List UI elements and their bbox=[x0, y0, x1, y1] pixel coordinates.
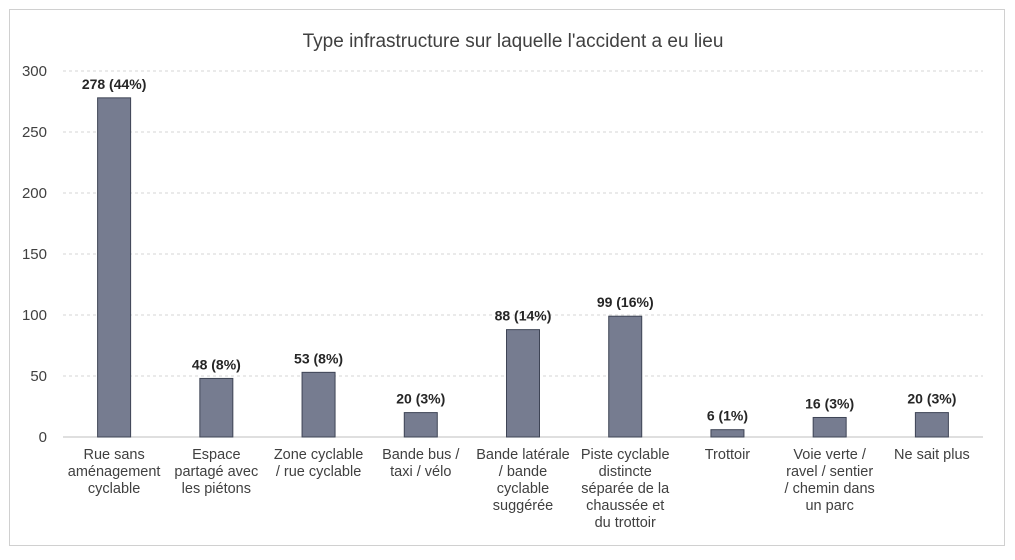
bar bbox=[199, 377, 234, 438]
x-tick-label-line: suggérée bbox=[493, 498, 553, 514]
y-tick-label: 50 bbox=[30, 368, 47, 385]
x-tick-label: Piste cyclable distincte séparée de la chau… bbox=[581, 447, 670, 531]
bar bbox=[97, 97, 132, 438]
bar bbox=[812, 416, 847, 438]
x-tick-label-line: / rue cyclable bbox=[276, 464, 361, 480]
x-tick-label-line: partagé avec bbox=[174, 464, 258, 480]
x-tick-label-line: cyclable bbox=[88, 481, 140, 497]
x-tick-label-line: Bande latérale bbox=[476, 447, 570, 463]
bar bbox=[506, 329, 540, 438]
x-tick-label-line: Piste cyclable bbox=[581, 447, 670, 463]
y-tick-label: 100 bbox=[22, 307, 47, 324]
x-tick-label-line: / chemin dans bbox=[785, 481, 875, 497]
x-tick-label-line: Espace bbox=[192, 447, 240, 463]
bar bbox=[403, 412, 438, 438]
x-tick-label-line: taxi / vélo bbox=[390, 464, 451, 480]
chart-frame: Type infrastructure sur laquelle l'accid… bbox=[9, 9, 1005, 546]
bar bbox=[608, 315, 643, 438]
y-tick-label: 250 bbox=[22, 124, 47, 141]
x-tick-label: Voie verte / ravel / sentier / chemin dans… bbox=[785, 447, 875, 514]
x-tick-label-line: du trottoir bbox=[595, 515, 656, 531]
data-label: 88 (14%) bbox=[495, 308, 552, 324]
x-tick-label-line: ravel / sentier bbox=[786, 464, 873, 480]
data-label: 20 (3%) bbox=[907, 391, 956, 407]
x-tick-label: Bande bus / taxi / vélo bbox=[382, 447, 460, 480]
data-label: 48 (8%) bbox=[192, 356, 241, 372]
y-tick-label: 0 bbox=[39, 429, 47, 446]
x-tick-label-line: / bande bbox=[499, 464, 547, 480]
y-tick-label: 200 bbox=[22, 185, 47, 202]
y-tick-label: 300 bbox=[22, 63, 47, 80]
bar bbox=[301, 371, 336, 438]
x-tick-label-line: un parc bbox=[805, 498, 853, 514]
bar bbox=[914, 412, 949, 438]
x-tick-label-line: Trottoir bbox=[705, 447, 751, 463]
x-tick-label-line: cyclable bbox=[497, 481, 549, 497]
bar bbox=[710, 429, 745, 438]
data-label: 6 (1%) bbox=[707, 408, 748, 424]
data-label: 53 (8%) bbox=[294, 350, 343, 366]
data-label: 16 (3%) bbox=[805, 395, 854, 411]
chart-title: Type infrastructure sur laquelle l'accid… bbox=[303, 31, 724, 52]
x-tick-label: Bande latérale / bande cyclable suggérée bbox=[476, 447, 570, 514]
x-tick-label-line: séparée de la bbox=[581, 481, 670, 497]
y-tick-label: 150 bbox=[22, 246, 47, 263]
x-tick-label: Trottoir bbox=[705, 447, 751, 463]
x-tick-label-line: Bande bus / bbox=[382, 447, 460, 463]
x-tick-label: Rue sans aménagement cyclable bbox=[68, 447, 161, 497]
x-tick-label: Ne sait plus bbox=[894, 447, 970, 463]
x-tick-label-line: aménagement bbox=[68, 464, 161, 480]
x-tick-label-line: les piétons bbox=[182, 481, 251, 497]
x-tick-label-line: Voie verte / bbox=[793, 447, 867, 463]
data-label: 20 (3%) bbox=[396, 391, 445, 407]
x-tick-label: Zone cyclable / rue cyclable bbox=[274, 447, 363, 480]
data-label: 278 (44%) bbox=[82, 76, 147, 92]
x-tick-label-line: Zone cyclable bbox=[274, 447, 363, 463]
x-tick-label-line: Ne sait plus bbox=[894, 447, 970, 463]
bar-chart: Type infrastructure sur laquelle l'accid… bbox=[22, 31, 983, 531]
x-tick-label-line: chaussée et bbox=[586, 498, 664, 514]
data-label: 99 (16%) bbox=[597, 294, 654, 310]
x-tick-label-line: Rue sans bbox=[83, 447, 144, 463]
x-tick-label-line: distincte bbox=[599, 464, 652, 480]
x-tick-label: Espace partagé avec les piétons bbox=[174, 447, 258, 497]
